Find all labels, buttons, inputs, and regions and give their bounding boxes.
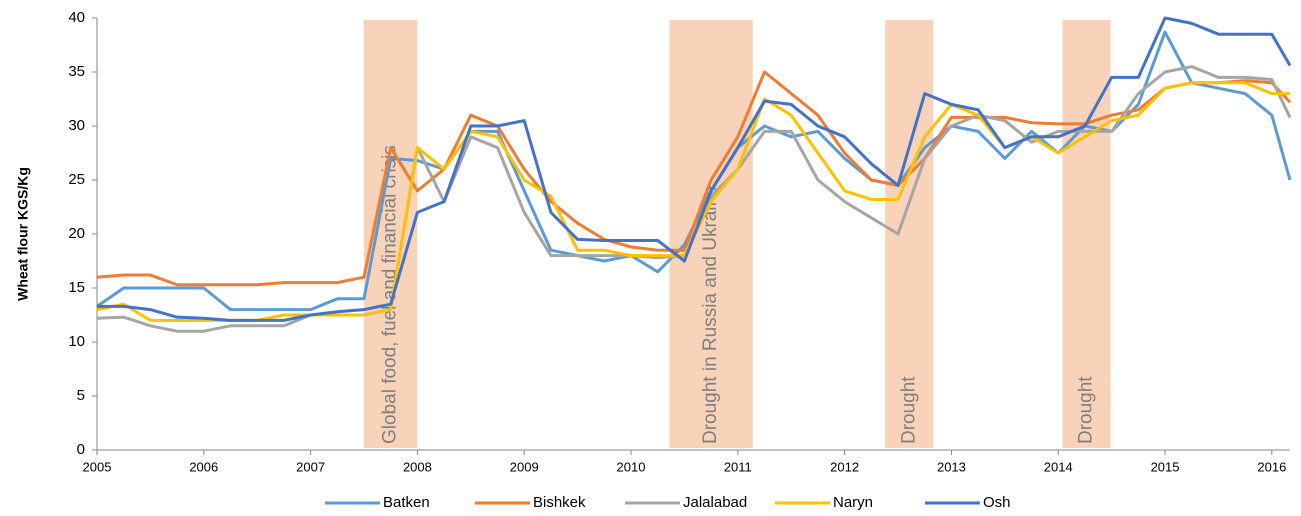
- x-tick-label: 2015: [1151, 459, 1180, 474]
- series-line: [96, 70, 1292, 287]
- period-label: Global food, fuel and financial crisis: [380, 145, 401, 444]
- y-tick-label: 20: [68, 225, 85, 242]
- legend-label: Jalalabad: [683, 494, 747, 511]
- y-tick-label: 25: [68, 171, 85, 188]
- legend-label: Bishkek: [533, 494, 586, 511]
- shaded-period: [669, 20, 753, 448]
- y-tick-label: 15: [68, 279, 85, 296]
- period-label: Drought in Russia and Ukraine: [700, 185, 721, 444]
- legend-label: Naryn: [833, 494, 873, 511]
- y-tick-label: 40: [68, 9, 85, 26]
- period-label: Drought: [1076, 376, 1097, 444]
- x-tick-label: 2008: [403, 459, 432, 474]
- x-tick-label: 2014: [1044, 459, 1073, 474]
- series-line: [97, 16, 1292, 322]
- y-tick-label: 35: [68, 63, 85, 80]
- x-tick-label: 2013: [937, 459, 966, 474]
- shaded-period: [885, 20, 934, 448]
- y-tick-label: 5: [77, 387, 85, 404]
- period-label: Drought: [898, 376, 919, 444]
- y-axis-title: Wheat flour KGS/Kg: [15, 167, 31, 301]
- x-tick-label: 2005: [83, 459, 112, 474]
- y-tick-label: 10: [68, 333, 85, 350]
- x-tick-label: 2007: [296, 459, 325, 474]
- x-tick-label: 2009: [510, 459, 539, 474]
- legend-label: Batken: [383, 494, 430, 511]
- y-tick-label: 30: [68, 117, 85, 134]
- y-tick-label: 0: [77, 441, 85, 458]
- legend-label: Osh: [983, 494, 1011, 511]
- x-tick-label: 2011: [724, 459, 752, 474]
- x-tick-label: 2012: [830, 459, 859, 474]
- x-tick-label: 2016: [1257, 459, 1286, 474]
- x-tick-label: 2006: [189, 459, 218, 474]
- x-tick-label: 2010: [617, 459, 646, 474]
